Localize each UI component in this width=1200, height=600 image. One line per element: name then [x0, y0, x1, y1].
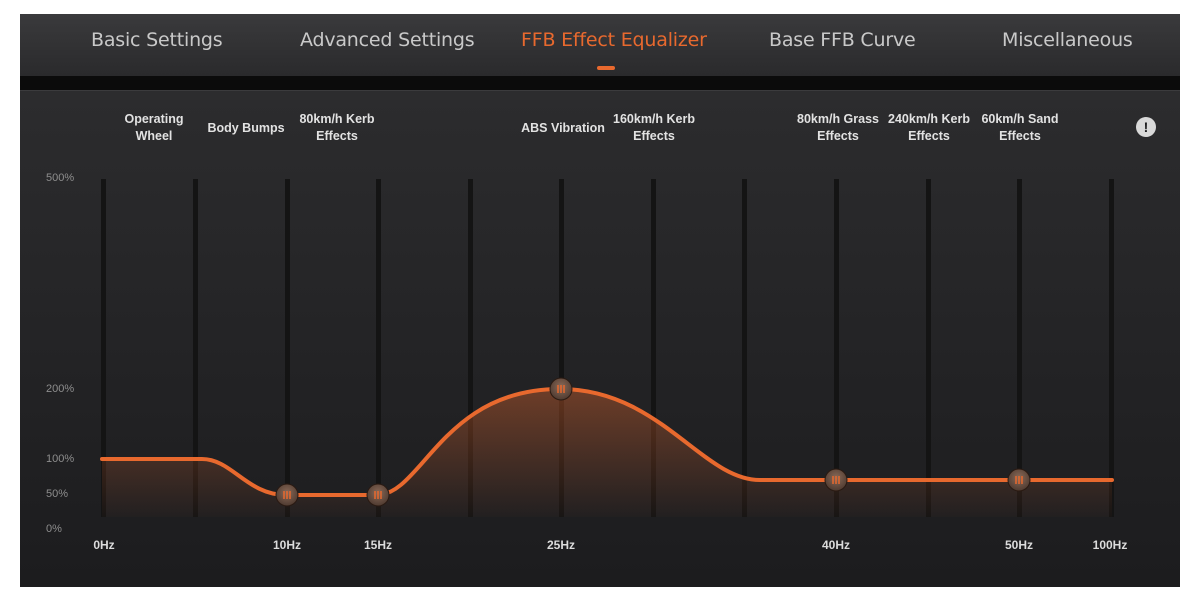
equalizer-curve-fill [102, 389, 1112, 517]
handle-40hz[interactable] [824, 468, 848, 492]
tab-base-ffb-curve[interactable]: Base FFB Curve [769, 29, 916, 51]
handle-15hz[interactable] [366, 483, 390, 507]
tab-miscellaneous[interactable]: Miscellaneous [1002, 29, 1133, 51]
slider-track-40hz[interactable] [834, 179, 839, 517]
tab-basic-settings[interactable]: Basic Settings [91, 29, 223, 51]
x-tick-100hz: 100Hz [1092, 538, 1128, 552]
tab-ffb-effect-equalizer[interactable]: FFB Effect Equalizer [521, 29, 707, 51]
handle-10hz[interactable] [275, 483, 299, 507]
handle-25hz[interactable] [549, 377, 573, 401]
slider-track-25hz[interactable] [559, 179, 564, 517]
equalizer-curve [100, 386, 1114, 497]
header-divider [20, 76, 1180, 90]
band-label-abs-vibration: ABS Vibration [521, 121, 605, 135]
slider-track-240kmh-kerb[interactable] [926, 179, 931, 517]
y-tick-200: 200% [46, 383, 75, 395]
slider-track-10hz[interactable] [285, 179, 290, 517]
equalizer-graph[interactable] [20, 91, 1180, 587]
x-tick-15hz: 15Hz [363, 538, 393, 552]
x-tick-40hz: 40Hz [821, 538, 851, 552]
x-tick-10hz: 10Hz [272, 538, 302, 552]
band-label-240kmh-kerb: 240km/h Kerb Effects [888, 112, 970, 143]
tab-advanced-settings[interactable]: Advanced Settings [300, 29, 475, 51]
band-label-operating-wheel: Operating Wheel [124, 112, 184, 143]
slider-track-mid[interactable] [742, 179, 747, 517]
slider-track-50hz[interactable] [1017, 179, 1022, 517]
x-tick-25hz: 25Hz [546, 538, 576, 552]
ffb-settings-window: Basic Settings Advanced Settings FFB Eff… [20, 14, 1180, 587]
slider-track-abs-lower[interactable] [468, 179, 473, 517]
equalizer-panel: Operating Wheel Body Bumps 80km/h Kerb E… [20, 90, 1180, 587]
y-tick-50: 50% [46, 488, 69, 500]
info-button[interactable]: ! [1136, 117, 1156, 137]
y-tick-500: 500% [46, 172, 75, 184]
tab-bar: Basic Settings Advanced Settings FFB Eff… [20, 14, 1180, 76]
y-tick-0: 0% [46, 523, 62, 535]
band-label-80kmh-grass: 80km/h Grass Effects [797, 112, 879, 143]
band-label-60kmh-sand: 60km/h Sand Effects [981, 112, 1059, 143]
active-tab-indicator [597, 66, 615, 70]
band-label-160kmh-kerb: 160km/h Kerb Effects [613, 112, 695, 143]
x-tick-0hz: 0Hz [93, 538, 115, 552]
slider-track-160kmh-kerb[interactable] [651, 179, 656, 517]
slider-track-100hz[interactable] [1109, 179, 1114, 517]
handle-50hz[interactable] [1007, 468, 1031, 492]
x-tick-50hz: 50Hz [1004, 538, 1034, 552]
slider-track-operating-wheel[interactable] [101, 179, 106, 517]
band-label-80kmh-kerb: 80km/h Kerb Effects [299, 112, 375, 143]
band-label-body-bumps: Body Bumps [207, 121, 285, 135]
slider-track-15hz[interactable] [376, 179, 381, 517]
slider-track-body-bumps[interactable] [193, 179, 198, 517]
y-tick-100: 100% [46, 453, 75, 465]
exclamation-icon: ! [1143, 119, 1149, 135]
